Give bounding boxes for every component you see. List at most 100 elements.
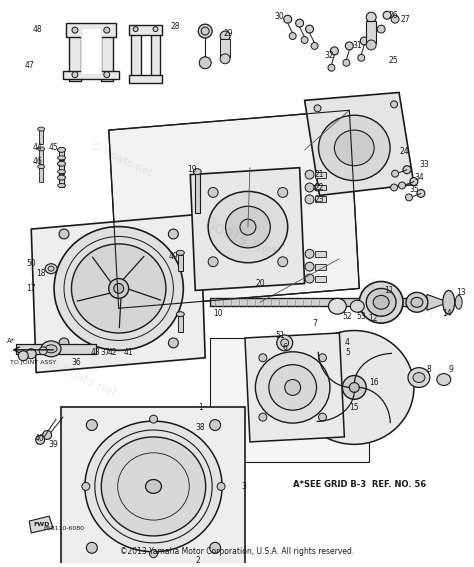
Ellipse shape	[85, 421, 222, 552]
Bar	[128, 75, 163, 83]
Text: 26: 26	[388, 11, 398, 20]
Circle shape	[314, 105, 321, 112]
Text: Boats.net: Boats.net	[200, 214, 280, 264]
Bar	[39, 150, 43, 164]
Ellipse shape	[176, 251, 184, 255]
Bar	[66, 23, 116, 37]
Circle shape	[305, 274, 314, 283]
Bar	[178, 255, 183, 270]
Text: © Boats.net: © Boats.net	[362, 276, 437, 320]
Circle shape	[403, 166, 411, 174]
Text: 13: 13	[456, 288, 465, 297]
Circle shape	[301, 36, 308, 44]
Ellipse shape	[72, 244, 166, 333]
Circle shape	[104, 71, 110, 78]
Circle shape	[360, 37, 368, 45]
Text: 21: 21	[315, 170, 324, 179]
Text: 8: 8	[427, 365, 431, 374]
Text: A*SEE GRID B-3  REF. NO. 56: A*SEE GRID B-3 REF. NO. 56	[292, 480, 426, 489]
Ellipse shape	[366, 289, 396, 316]
Circle shape	[346, 42, 353, 50]
Ellipse shape	[54, 227, 183, 350]
Circle shape	[149, 550, 157, 558]
Ellipse shape	[37, 165, 45, 168]
Text: 14: 14	[442, 308, 452, 318]
Text: 33: 33	[419, 160, 429, 169]
Text: 658110-6080: 658110-6080	[43, 527, 84, 531]
Text: ©2013 Yamaha Motor Corporation, U.S.A. All rights reserved.: ©2013 Yamaha Motor Corporation, U.S.A. A…	[120, 547, 354, 556]
Text: 36: 36	[71, 358, 81, 367]
Ellipse shape	[413, 373, 425, 383]
Circle shape	[26, 349, 36, 359]
Bar	[178, 316, 183, 332]
Text: 37: 37	[101, 348, 110, 357]
Text: 22: 22	[315, 183, 324, 192]
Ellipse shape	[411, 297, 423, 307]
Ellipse shape	[406, 293, 428, 312]
Ellipse shape	[295, 331, 414, 445]
Circle shape	[319, 413, 327, 421]
Circle shape	[305, 170, 314, 179]
Circle shape	[72, 27, 78, 33]
Ellipse shape	[37, 127, 45, 131]
Text: 28: 28	[171, 22, 180, 31]
Bar	[210, 298, 429, 306]
Circle shape	[133, 27, 138, 32]
Circle shape	[366, 40, 376, 50]
Circle shape	[43, 430, 52, 439]
Circle shape	[305, 249, 314, 258]
Ellipse shape	[41, 341, 61, 357]
Circle shape	[114, 284, 124, 293]
Text: 50: 50	[27, 259, 36, 268]
Circle shape	[314, 184, 321, 191]
Text: 11: 11	[384, 286, 394, 295]
Circle shape	[417, 189, 425, 197]
Text: 35: 35	[409, 185, 419, 194]
Polygon shape	[305, 92, 414, 196]
Circle shape	[168, 338, 178, 348]
Circle shape	[278, 257, 288, 266]
Circle shape	[343, 60, 350, 66]
Circle shape	[391, 184, 398, 191]
Circle shape	[86, 543, 97, 553]
Bar	[39, 168, 43, 181]
Text: 51: 51	[275, 332, 284, 340]
Circle shape	[342, 375, 366, 399]
Ellipse shape	[335, 130, 374, 166]
Bar	[128, 25, 163, 35]
Text: 40: 40	[34, 434, 44, 443]
Circle shape	[399, 182, 405, 189]
Circle shape	[305, 183, 314, 192]
Text: TO JOINT ASSY: TO JOINT ASSY	[10, 360, 56, 365]
Ellipse shape	[328, 298, 346, 314]
Bar	[315, 264, 327, 270]
Circle shape	[296, 19, 304, 27]
Text: 30: 30	[275, 12, 284, 21]
Text: FWD: FWD	[33, 522, 49, 527]
Circle shape	[391, 101, 398, 108]
Ellipse shape	[101, 437, 206, 536]
Bar	[220, 39, 230, 57]
Bar	[131, 31, 141, 79]
Ellipse shape	[359, 282, 403, 323]
Polygon shape	[29, 516, 53, 533]
Text: 47: 47	[24, 61, 34, 70]
Text: 17: 17	[27, 284, 36, 293]
Circle shape	[311, 43, 318, 49]
Ellipse shape	[437, 374, 451, 386]
Text: 34: 34	[414, 173, 424, 182]
Text: 39: 39	[48, 441, 58, 450]
Circle shape	[208, 257, 218, 266]
Text: 43: 43	[91, 348, 100, 357]
Circle shape	[36, 435, 45, 445]
Circle shape	[405, 194, 412, 201]
Text: 41: 41	[124, 348, 134, 357]
Text: 4: 4	[345, 338, 350, 348]
Text: 53: 53	[356, 312, 366, 321]
Bar	[39, 130, 43, 144]
Ellipse shape	[57, 170, 65, 174]
Text: 1: 1	[198, 403, 202, 412]
Circle shape	[289, 32, 296, 40]
Circle shape	[217, 483, 225, 490]
Text: 16: 16	[369, 378, 379, 387]
